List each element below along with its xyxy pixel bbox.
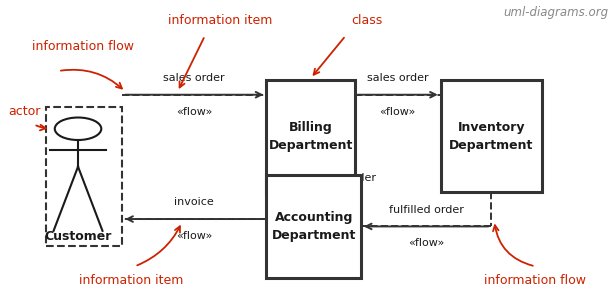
Text: uml-diagrams.org: uml-diagrams.org (504, 6, 609, 19)
Text: Customer: Customer (44, 230, 112, 243)
Text: information flow: information flow (485, 274, 586, 287)
Text: Inventory
Department: Inventory Department (449, 121, 533, 152)
Text: «flow»: «flow» (269, 173, 305, 183)
Text: open order: open order (316, 173, 376, 183)
Text: Billing
Department: Billing Department (269, 121, 353, 152)
Text: class: class (351, 14, 383, 27)
Text: actor: actor (9, 105, 40, 118)
Text: «flow»: «flow» (379, 107, 416, 117)
Text: sales order: sales order (367, 73, 428, 83)
Text: «flow»: «flow» (176, 107, 212, 117)
Text: «flow»: «flow» (176, 231, 212, 241)
Text: information flow: information flow (32, 40, 133, 53)
Text: information item: information item (168, 14, 272, 27)
Text: sales order: sales order (163, 73, 225, 83)
FancyBboxPatch shape (266, 175, 361, 278)
Text: invoice: invoice (174, 197, 214, 207)
Text: information item: information item (80, 274, 184, 287)
Text: «flow»: «flow» (408, 238, 444, 248)
FancyBboxPatch shape (266, 80, 355, 192)
Text: Accounting
Department: Accounting Department (272, 211, 356, 242)
Text: fulfilled order: fulfilled order (389, 205, 463, 215)
FancyBboxPatch shape (441, 80, 542, 192)
